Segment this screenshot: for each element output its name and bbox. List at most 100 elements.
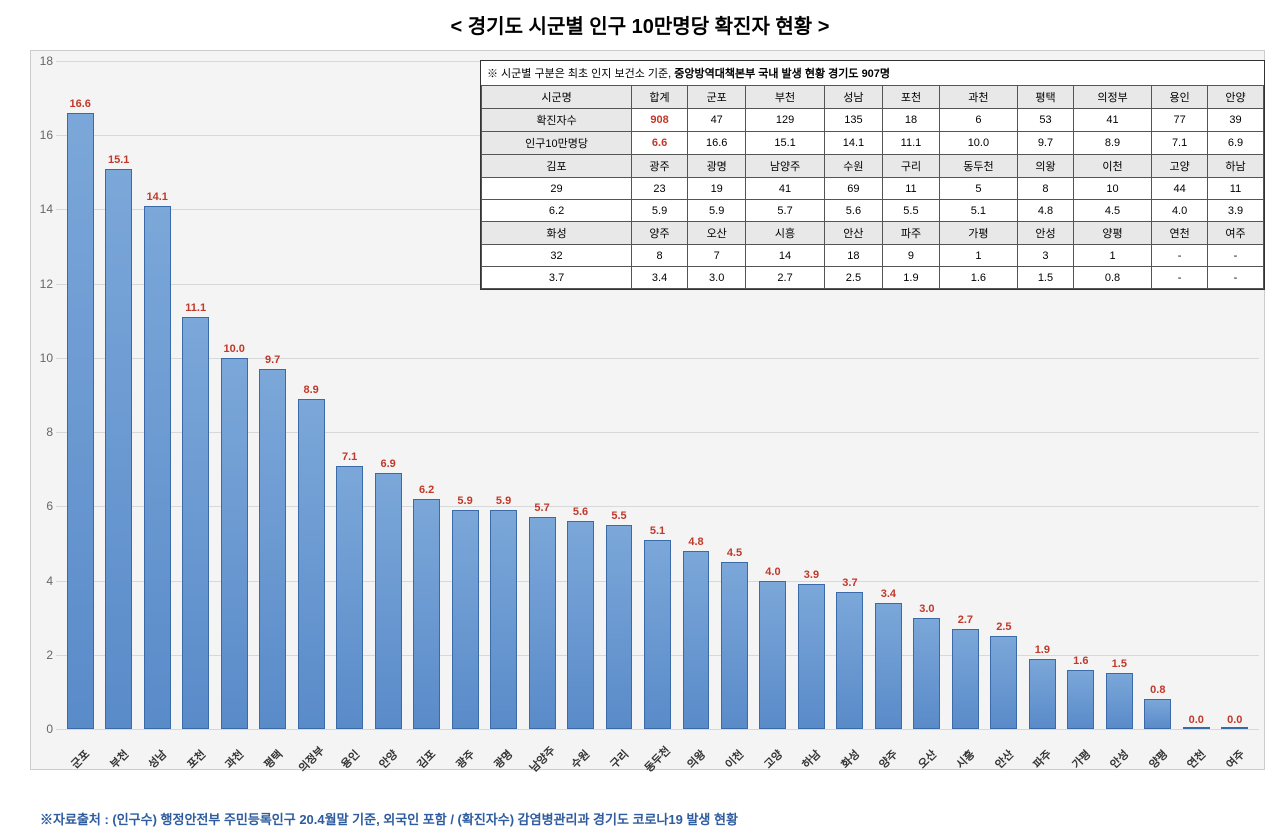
x-axis-label: 화성 [837, 746, 863, 772]
table-cell: 5.9 [632, 200, 688, 222]
table-cell: 1 [1073, 245, 1151, 267]
table-cell: 41 [1073, 109, 1151, 132]
table-cell: 이천 [1073, 155, 1151, 178]
x-axis-label: 하남 [799, 746, 825, 772]
x-axis-label: 안산 [991, 746, 1017, 772]
table-cell: 18 [824, 245, 882, 267]
x-axis-label: 평택 [260, 746, 286, 772]
x-axis-label: 김포 [414, 746, 440, 772]
bar [798, 584, 825, 729]
table-cell: 11 [1208, 178, 1264, 200]
bar-value-label: 4.0 [765, 566, 780, 578]
table-cell: 4.0 [1152, 200, 1208, 222]
bar-value-label: 0.0 [1189, 714, 1204, 726]
y-axis-label: 18 [31, 54, 53, 68]
table-cell: 김포 [482, 155, 632, 178]
bar-value-label: 0.8 [1150, 684, 1165, 696]
table-cell: 광주 [632, 155, 688, 178]
table-cell: 하남 [1208, 155, 1264, 178]
bar-value-label: 14.1 [146, 191, 167, 203]
table-cell: 5.5 [883, 200, 940, 222]
table-cell: 29 [482, 178, 632, 200]
table-cell: - [1208, 267, 1264, 289]
x-axis-label: 성남 [144, 746, 170, 772]
table-row: 인구10만명당6.616.615.114.111.110.09.78.97.16… [482, 132, 1264, 155]
table-cell: 908 [632, 109, 688, 132]
bar [298, 399, 325, 729]
table-row: 29231941691158104411 [482, 178, 1264, 200]
table-cell: 가평 [939, 222, 1017, 245]
bar-value-label: 4.8 [688, 536, 703, 548]
bar [913, 618, 940, 729]
bar [1183, 727, 1210, 729]
bar-value-label: 15.1 [108, 154, 129, 166]
bar-wrap: 10.0과천 [215, 61, 253, 729]
table-cell: 129 [746, 109, 824, 132]
x-axis-label: 용인 [337, 746, 363, 772]
bar [259, 369, 286, 729]
x-axis-label: 고양 [760, 746, 786, 772]
table-cell: 5.6 [824, 200, 882, 222]
table-cell: 과천 [939, 86, 1017, 109]
table-cell: 77 [1152, 109, 1208, 132]
table-cell: - [1152, 245, 1208, 267]
bar [490, 510, 517, 729]
table-cell: 의정부 [1073, 86, 1151, 109]
table-cell: 23 [632, 178, 688, 200]
x-axis-label: 연천 [1183, 746, 1209, 772]
table-cell: 9.7 [1018, 132, 1074, 155]
bar-value-label: 3.7 [842, 577, 857, 589]
bar-value-label: 1.5 [1112, 658, 1127, 670]
table-cell: 8 [632, 245, 688, 267]
bar-value-label: 6.2 [419, 484, 434, 496]
table-cell: 성남 [824, 86, 882, 109]
table-cell: 1.6 [939, 267, 1017, 289]
table-cell: 11.1 [883, 132, 940, 155]
bar [221, 358, 248, 729]
bar [1144, 699, 1171, 729]
bar-value-label: 8.9 [303, 384, 318, 396]
x-axis-label: 양평 [1145, 746, 1171, 772]
table-cell: 10 [1073, 178, 1151, 200]
table-cell: - [1152, 267, 1208, 289]
table-cell: 135 [824, 109, 882, 132]
bar [1067, 670, 1094, 729]
table-cell: 8.9 [1073, 132, 1151, 155]
table-row: 328714189131-- [482, 245, 1264, 267]
bar [1106, 673, 1133, 729]
table-cell: 6.2 [482, 200, 632, 222]
y-axis-label: 4 [31, 574, 53, 588]
x-axis-label: 여주 [1222, 746, 1248, 772]
bar-wrap: 6.2김포 [407, 61, 445, 729]
table-cell: 안산 [824, 222, 882, 245]
table-cell: 군포 [687, 86, 745, 109]
table-row: 김포광주광명남양주수원구리동두천의왕이천고양하남 [482, 155, 1264, 178]
y-axis-label: 14 [31, 202, 53, 216]
table-cell: 1 [939, 245, 1017, 267]
table-cell: 14.1 [824, 132, 882, 155]
table-cell: 용인 [1152, 86, 1208, 109]
table-cell: 안성 [1018, 222, 1074, 245]
bar-value-label: 2.7 [958, 614, 973, 626]
x-axis-label: 군포 [67, 746, 93, 772]
table-cell: 2.7 [746, 267, 824, 289]
table-cell: 광명 [687, 155, 745, 178]
x-axis-label: 시흥 [953, 746, 979, 772]
table-cell: 39 [1208, 109, 1264, 132]
table-cell: 의왕 [1018, 155, 1074, 178]
bar-value-label: 5.5 [611, 510, 626, 522]
table-cell: 평택 [1018, 86, 1074, 109]
y-axis-label: 12 [31, 277, 53, 291]
table-cell: 부천 [746, 86, 824, 109]
x-axis-label: 가평 [1068, 746, 1094, 772]
table-cell: 3.9 [1208, 200, 1264, 222]
table-cell: 8 [1018, 178, 1074, 200]
bar [1029, 659, 1056, 730]
table-cell: 연천 [1152, 222, 1208, 245]
table-cell: 파주 [883, 222, 940, 245]
table-cell: 1.5 [1018, 267, 1074, 289]
table-cell: 인구10만명당 [482, 132, 632, 155]
bar-value-label: 5.1 [650, 525, 665, 537]
table-cell: 53 [1018, 109, 1074, 132]
table-cell: 11 [883, 178, 940, 200]
